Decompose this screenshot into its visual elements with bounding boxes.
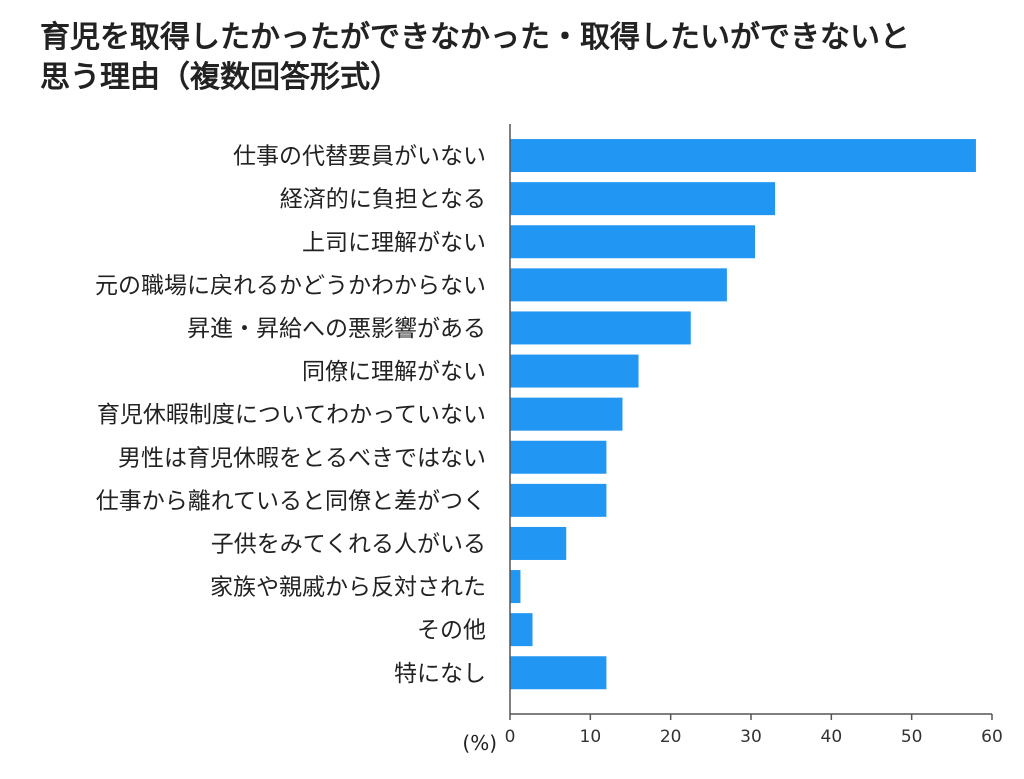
x-tick-label: 30 bbox=[740, 727, 762, 747]
bar bbox=[510, 483, 607, 517]
bar bbox=[510, 311, 691, 345]
category-label: 上司に理解がない bbox=[302, 230, 486, 256]
category-label: 子供をみてくれる人がいる bbox=[211, 531, 486, 557]
x-tick-label: 50 bbox=[901, 727, 923, 747]
bar bbox=[510, 268, 727, 302]
category-label: 家族や親戚から反対された bbox=[210, 575, 486, 601]
bar bbox=[510, 570, 521, 604]
bar bbox=[510, 225, 756, 259]
bar bbox=[510, 182, 776, 216]
category-label: 経済的に負担となる bbox=[280, 187, 486, 213]
bar bbox=[510, 656, 607, 690]
bar bbox=[510, 613, 533, 647]
bar bbox=[510, 354, 639, 388]
bar bbox=[510, 526, 567, 560]
x-tick-label: 0 bbox=[505, 727, 516, 747]
x-tick-label: 60 bbox=[981, 727, 1003, 747]
category-label: 同僚に理解がない bbox=[302, 359, 486, 385]
category-label: 昇進・昇給への悪影響がある bbox=[187, 316, 486, 342]
bar bbox=[510, 139, 976, 173]
bar-group bbox=[510, 139, 976, 690]
bar bbox=[510, 440, 607, 474]
chart-title-line-2: 思う理由（複数回答形式） bbox=[40, 60, 400, 95]
category-label: 仕事の代替要員がいない bbox=[233, 144, 486, 170]
category-label: 特になし bbox=[394, 661, 486, 687]
x-tick-label: 40 bbox=[821, 727, 843, 747]
category-label: 育児休暇制度についてわかっていない bbox=[97, 402, 486, 428]
chart-title-line-1: 育児を取得したかったができなかった・取得したいができないと bbox=[40, 20, 910, 55]
x-tick-label: 10 bbox=[580, 727, 602, 747]
chart-title: 育児を取得したかったができなかった・取得したいができないと 思う理由（複数回答形… bbox=[40, 18, 1010, 98]
bar bbox=[510, 397, 623, 431]
category-label: 仕事から離れていると同僚と差がつく bbox=[96, 488, 486, 514]
category-label: その他 bbox=[417, 618, 486, 644]
category-label: 男性は育児休暇をとるべきではない bbox=[118, 445, 486, 471]
x-axis-ticks: 0 10 20 30 40 50 60 bbox=[505, 714, 1003, 747]
category-labels: 仕事の代替要員がいない経済的に負担となる上司に理解がない元の職場に戻れるかどうか… bbox=[95, 144, 486, 687]
category-label: 元の職場に戻れるかどうかわからない bbox=[95, 273, 486, 299]
x-axis-unit-label: (%) bbox=[462, 731, 497, 755]
x-tick-label: 20 bbox=[660, 727, 682, 747]
